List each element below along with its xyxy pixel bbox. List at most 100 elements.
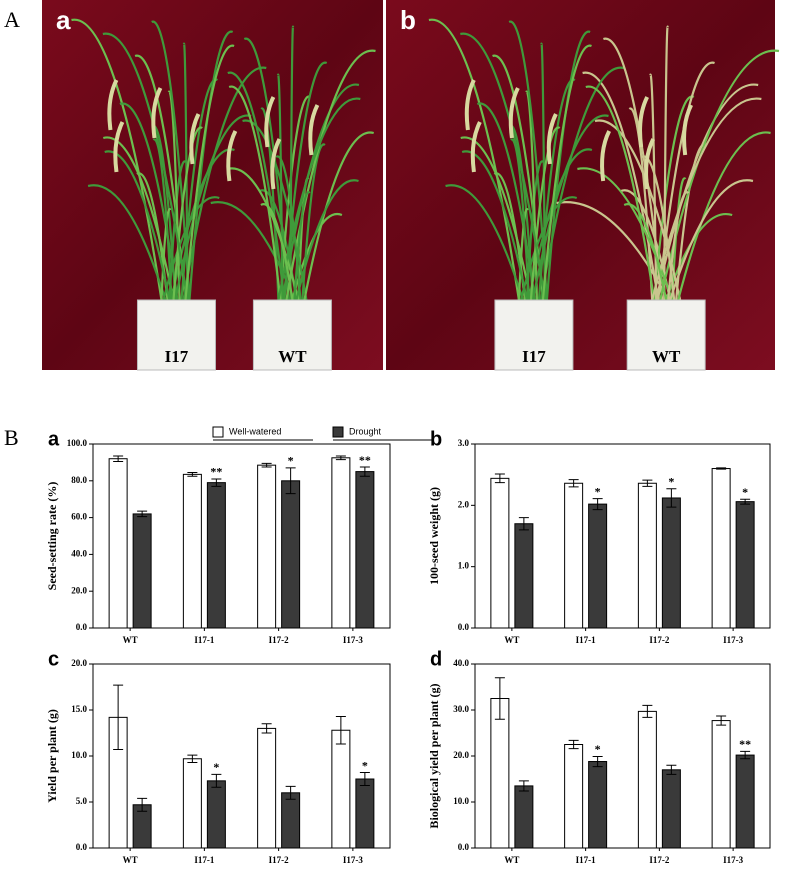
- error-bar: [716, 467, 727, 470]
- leaf: [184, 44, 235, 301]
- error-bar: [568, 739, 579, 750]
- leaf: [285, 49, 376, 301]
- bar: [564, 482, 584, 629]
- leaf: [585, 85, 656, 301]
- panicle: [308, 104, 320, 156]
- error-bar: [518, 780, 529, 792]
- significance-label: *: [362, 758, 368, 772]
- significance-label: *: [213, 760, 219, 774]
- plot-frame: [92, 663, 391, 849]
- error-bar: [494, 473, 505, 484]
- y-tick-label: 40.0: [71, 548, 87, 558]
- photo-letter: a: [56, 5, 71, 35]
- y-tick-label: 10.0: [453, 796, 469, 806]
- bar: [637, 710, 657, 849]
- error-bar: [211, 478, 222, 487]
- leaf: [651, 97, 762, 301]
- leaf: [677, 131, 771, 301]
- leaf: [227, 167, 300, 301]
- panicle: [644, 138, 655, 190]
- error-bar: [335, 455, 346, 461]
- error-bar: [113, 684, 124, 751]
- bar: [257, 464, 277, 629]
- leaf: [281, 83, 360, 301]
- error-bar: [285, 467, 296, 495]
- bar: [355, 778, 375, 849]
- error-bar: [518, 517, 529, 531]
- leaf: [160, 207, 172, 301]
- plot-frame: [92, 443, 391, 629]
- error-bar: [187, 472, 198, 477]
- leaf: [623, 203, 668, 301]
- bar: [735, 501, 755, 629]
- x-tick-label: I17-2: [269, 855, 289, 865]
- leaf: [461, 150, 528, 301]
- leaf: [653, 95, 695, 301]
- panicle: [638, 96, 649, 148]
- leaf: [172, 126, 203, 301]
- bar: [182, 758, 202, 849]
- panicle: [189, 113, 201, 165]
- y-tick-label: 20.0: [71, 585, 87, 595]
- pot: [136, 299, 216, 371]
- error-bar: [568, 479, 579, 488]
- y-tick-label: 40.0: [453, 658, 469, 668]
- error-bar: [335, 715, 346, 745]
- y-tick-label: 100.0: [67, 438, 88, 448]
- leaf: [104, 150, 171, 301]
- x-tick-label: WT: [504, 855, 519, 865]
- x-tick-label: I17-3: [343, 855, 363, 865]
- leaf: [152, 138, 173, 301]
- leaf: [445, 184, 524, 301]
- panicle: [508, 87, 520, 139]
- leaf: [539, 66, 624, 301]
- bar: [711, 720, 731, 849]
- error-bar: [261, 462, 272, 468]
- panicle: [682, 104, 693, 156]
- error-bar: [666, 488, 677, 508]
- leaf: [517, 207, 529, 301]
- y-tick-label: 80.0: [71, 475, 87, 485]
- bar-chart: d Biological yield per plant (g) 0.0 10.0 20…: [427, 648, 771, 865]
- leaf: [87, 184, 167, 301]
- panicle: [546, 113, 558, 165]
- legend-swatch: [332, 426, 344, 438]
- y-tick-label: 15.0: [71, 704, 87, 714]
- significance-label: **: [210, 465, 222, 479]
- error-bar: [716, 715, 727, 726]
- bar: [331, 457, 351, 629]
- y-tick-label: 10.0: [71, 750, 87, 760]
- bar: [281, 480, 301, 629]
- panel-letter: d: [430, 648, 442, 670]
- y-axis-title: Yield per plant (g): [45, 709, 59, 803]
- error-bar: [359, 772, 370, 786]
- bar: [206, 780, 226, 849]
- error-bar: [187, 754, 198, 763]
- photo: I17 WT a: [42, 0, 383, 371]
- x-tick-label: I17-1: [576, 635, 596, 645]
- leaf: [669, 179, 754, 301]
- leaf: [277, 97, 361, 301]
- plot-frame: [474, 443, 771, 629]
- error-bar: [666, 764, 677, 775]
- x-tick-label: I17-2: [269, 635, 289, 645]
- leaf: [228, 85, 282, 301]
- bar-chart: c Yield per plant (g) 0.0 5.0 10.0 15.0 20.0 WT…: [45, 648, 391, 865]
- y-tick-label: 60.0: [71, 512, 87, 522]
- photo: I17 WT b: [386, 0, 780, 371]
- leaf: [541, 44, 592, 301]
- bar: [355, 471, 375, 629]
- bar: [661, 497, 681, 629]
- pot-label: I17: [165, 347, 189, 366]
- x-tick-label: I17-3: [723, 855, 743, 865]
- panicle: [270, 138, 282, 190]
- error-bar: [592, 498, 603, 511]
- leaf: [102, 32, 189, 301]
- significance-label: *: [595, 742, 601, 756]
- bar-chart: a Seed-setting rate (%) 0.0 20.0 40.0 60.0 80.…: [45, 426, 433, 645]
- leaf: [210, 201, 296, 301]
- significance-label: *: [742, 485, 748, 499]
- leaf: [628, 107, 654, 301]
